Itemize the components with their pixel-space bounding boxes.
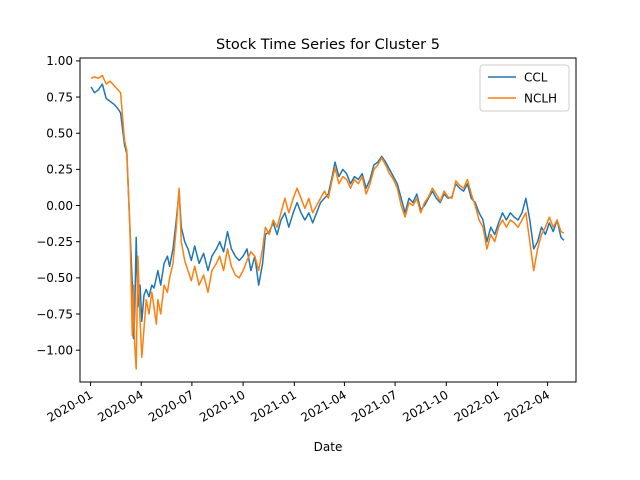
x-tick-label: 2021-10 (400, 388, 450, 425)
y-axis: 1.00 0.75 0.50 0.25 0.00 −0.25 −0.50 −0.75 −1.00 (36, 54, 80, 357)
x-tick-label: 2022-01 (452, 388, 502, 425)
y-tick-label: 0.75 (46, 90, 73, 104)
x-tick-label: 2022-04 (502, 388, 552, 425)
y-tick-label: −0.75 (36, 307, 73, 321)
y-tick-label: 0.25 (46, 163, 73, 177)
x-axis-title: Date (314, 440, 343, 454)
legend-label-nclh: NCLH (524, 91, 557, 105)
y-tick-label: 1.00 (46, 54, 73, 68)
legend: CCL NCLH (479, 64, 570, 112)
x-tick-label: 2020-04 (95, 388, 145, 425)
x-tick-label: 2021-04 (298, 388, 348, 425)
legend-label-ccl: CCL (524, 70, 548, 84)
series-line-nclh (90, 74, 565, 370)
x-tick-label: 2020-01 (45, 388, 95, 425)
plot-frame (79, 57, 577, 383)
y-tick-label: 0.00 (46, 199, 73, 213)
x-axis: 2020-01 2020-04 2020-07 2020-10 2021-01 2021-… (45, 382, 552, 425)
x-tick-label: 2021-01 (248, 388, 298, 425)
x-tick-label: 2021-07 (349, 388, 399, 425)
y-tick-label: −1.00 (36, 343, 73, 357)
y-tick-label: 0.50 (46, 127, 73, 141)
y-tick-label: −0.50 (36, 271, 73, 285)
plot-lines (90, 74, 565, 370)
x-tick-label: 2020-07 (146, 388, 196, 425)
y-tick-label: −0.25 (36, 235, 73, 249)
chart-title: Stock Time Series for Cluster 5 (216, 37, 440, 53)
x-tick-label: 2020-10 (197, 388, 247, 425)
series-line-ccl (90, 83, 565, 340)
